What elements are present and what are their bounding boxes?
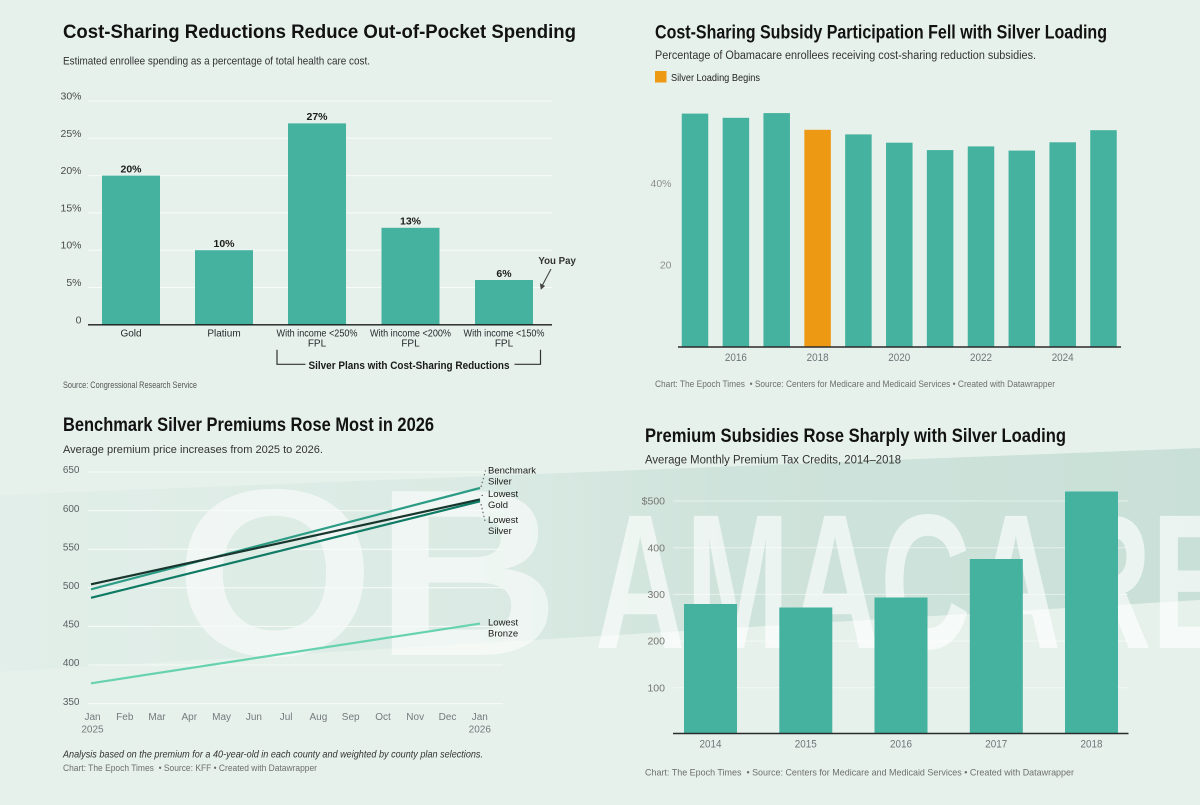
svg-text:2016: 2016 (890, 739, 912, 751)
svg-text:27%: 27% (306, 111, 328, 123)
svg-text:550: 550 (63, 542, 80, 553)
svg-text:2017: 2017 (985, 739, 1007, 751)
svg-text:You Pay: You Pay (538, 255, 576, 267)
svg-text:Chart: The Epoch Times • Sour: Chart: The Epoch Times • Source: Centers… (655, 379, 1055, 389)
svg-text:2018: 2018 (1081, 739, 1103, 751)
svg-text:Aug: Aug (310, 712, 328, 723)
svg-text:With income <200%: With income <200% (370, 329, 451, 340)
svg-text:Jan: Jan (84, 712, 100, 723)
svg-text:Sep: Sep (342, 712, 360, 723)
svg-text:With income <250%: With income <250% (277, 329, 358, 340)
svg-text:30%: 30% (60, 91, 81, 103)
svg-text:200: 200 (647, 636, 665, 648)
svg-text:10%: 10% (213, 238, 235, 250)
svg-text:With income <150%: With income <150% (464, 329, 545, 340)
svg-text:Jan: Jan (472, 712, 488, 723)
svg-text:Gold: Gold (488, 500, 508, 511)
svg-text:450: 450 (63, 620, 80, 631)
svg-text:Benchmark: Benchmark (488, 465, 536, 476)
svg-text:Estimated enrollee spending as: Estimated enrollee spending as a percent… (63, 56, 370, 68)
svg-text:Benchmark Silver Premiums Rose: Benchmark Silver Premiums Rose Most in 2… (63, 415, 434, 436)
svg-text:20%: 20% (60, 165, 81, 177)
svg-text:600: 600 (63, 504, 80, 515)
svg-text:6%: 6% (496, 268, 512, 280)
svg-text:2022: 2022 (970, 352, 992, 364)
svg-text:May: May (212, 712, 231, 723)
svg-text:Premium Subsidies Rose Sharply: Premium Subsidies Rose Sharply with Silv… (645, 425, 1066, 447)
svg-text:Percentage of Obamacare enroll: Percentage of Obamacare enrollees receiv… (655, 50, 1036, 62)
svg-text:10%: 10% (60, 240, 81, 252)
svg-text:2025: 2025 (81, 724, 104, 735)
svg-text:20: 20 (660, 259, 672, 271)
svg-text:400: 400 (63, 658, 80, 669)
svg-text:Chart: The Epoch Times • Sour: Chart: The Epoch Times • Source: Centers… (645, 768, 1074, 779)
svg-text:Lowest: Lowest (488, 515, 518, 526)
svg-text:400: 400 (647, 542, 665, 554)
svg-text:Jul: Jul (280, 712, 293, 723)
svg-text:Silver: Silver (488, 476, 512, 487)
svg-text:40%: 40% (650, 178, 671, 190)
svg-text:Dec: Dec (439, 712, 457, 723)
svg-text:Cost-Sharing Reductions Reduce: Cost-Sharing Reductions Reduce Out-of-Po… (63, 21, 576, 43)
svg-text:Mar: Mar (148, 712, 166, 723)
svg-text:Silver: Silver (488, 526, 512, 537)
svg-text:2016: 2016 (725, 352, 747, 364)
svg-text:25%: 25% (60, 128, 81, 140)
svg-text:Oct: Oct (375, 712, 391, 723)
svg-text:Chart: The Epoch Times • Sour: Chart: The Epoch Times • Source: KFF • C… (63, 763, 317, 773)
svg-text:2026: 2026 (469, 724, 492, 735)
svg-text:Bronze: Bronze (488, 629, 518, 640)
svg-text:Nov: Nov (406, 712, 424, 723)
svg-text:FPL: FPL (308, 338, 327, 349)
svg-text:0: 0 (76, 314, 82, 326)
svg-text:Apr: Apr (182, 712, 198, 723)
svg-text:Feb: Feb (116, 712, 134, 723)
svg-text:Silver Plans with Cost-Sharing: Silver Plans with Cost-Sharing Reduction… (309, 360, 510, 372)
svg-text:500: 500 (63, 581, 80, 592)
svg-text:Lowest: Lowest (488, 489, 518, 500)
svg-text:15%: 15% (60, 202, 81, 214)
svg-text:2015: 2015 (795, 739, 817, 751)
svg-text:Platium: Platium (207, 329, 240, 340)
svg-text:5%: 5% (66, 277, 81, 289)
svg-text:FPL: FPL (401, 338, 420, 349)
svg-text:2014: 2014 (700, 739, 722, 751)
svg-text:300: 300 (647, 589, 665, 601)
svg-text:Silver Loading Begins: Silver Loading Begins (671, 72, 760, 84)
svg-text:Average premium price increase: Average premium price increases from 202… (63, 444, 323, 456)
svg-text:Cost-Sharing Subsidy Participa: Cost-Sharing Subsidy Participation Fell … (655, 22, 1107, 44)
svg-text:Average Monthly Premium Tax Cr: Average Monthly Premium Tax Credits, 201… (645, 455, 901, 467)
svg-text:FPL: FPL (495, 338, 514, 349)
svg-text:100: 100 (647, 682, 665, 694)
svg-text:Analysis based on the premium: Analysis based on the premium for a 40-y… (62, 750, 483, 761)
svg-text:650: 650 (63, 465, 80, 476)
svg-text:2020: 2020 (888, 352, 910, 364)
svg-text:Jun: Jun (246, 712, 262, 723)
svg-text:OB: OB (175, 441, 560, 706)
svg-text:Source: Congressional Research: Source: Congressional Research Service (63, 380, 197, 391)
svg-text:13%: 13% (400, 216, 422, 228)
svg-text:2024: 2024 (1052, 352, 1074, 364)
svg-text:Lowest: Lowest (488, 618, 518, 629)
svg-text:Gold: Gold (120, 329, 141, 340)
svg-text:$500: $500 (642, 496, 666, 508)
svg-text:2018: 2018 (807, 352, 829, 364)
svg-text:350: 350 (63, 697, 80, 708)
svg-text:20%: 20% (120, 163, 142, 175)
